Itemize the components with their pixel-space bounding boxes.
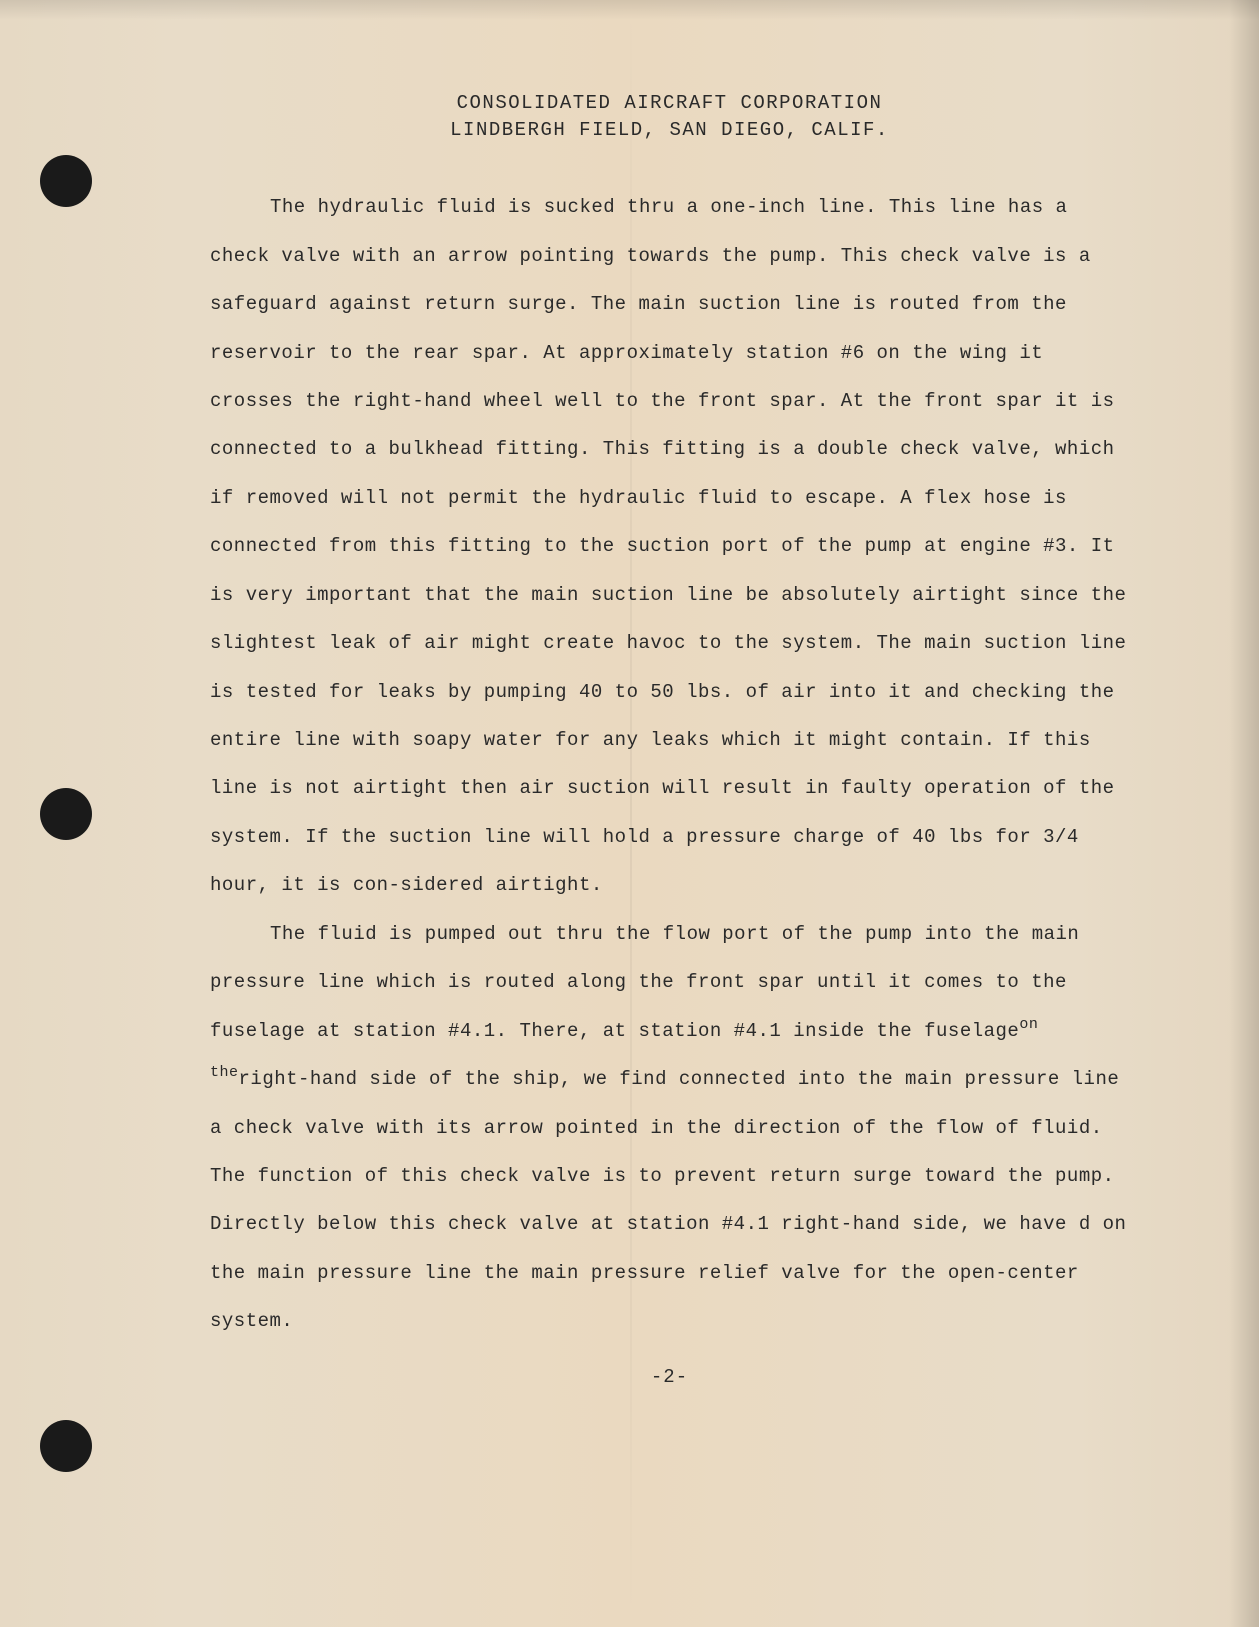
- punch-hole-icon: [40, 155, 92, 207]
- document-header: CONSOLIDATED AIRCRAFT CORPORATION LINDBE…: [210, 90, 1129, 143]
- paragraph-text: The hydraulic fluid is sucked thru a one…: [210, 196, 1126, 896]
- center-fold-line: [630, 0, 632, 1627]
- edge-shadow: [1229, 0, 1259, 1627]
- header-location: LINDBERGH FIELD, SAN DIEGO, CALIF.: [210, 117, 1129, 144]
- paragraph-text-part: The fluid is pumped out thru the flow po…: [210, 923, 1079, 1042]
- paragraph-1: The hydraulic fluid is sucked thru a one…: [210, 183, 1129, 910]
- page-number: -2-: [210, 1366, 1129, 1388]
- punch-hole-icon: [40, 788, 92, 840]
- document-body: The hydraulic fluid is sucked thru a one…: [210, 183, 1129, 1346]
- edge-shadow: [0, 0, 1259, 20]
- paragraph-2: The fluid is pumped out thru the flow po…: [210, 910, 1129, 1346]
- document-page: CONSOLIDATED AIRCRAFT CORPORATION LINDBE…: [0, 0, 1259, 1627]
- header-org-name: CONSOLIDATED AIRCRAFT CORPORATION: [210, 90, 1129, 117]
- paragraph-text-part: right-hand side of the ship, we find con…: [210, 1068, 1126, 1332]
- punch-hole-icon: [40, 1420, 92, 1472]
